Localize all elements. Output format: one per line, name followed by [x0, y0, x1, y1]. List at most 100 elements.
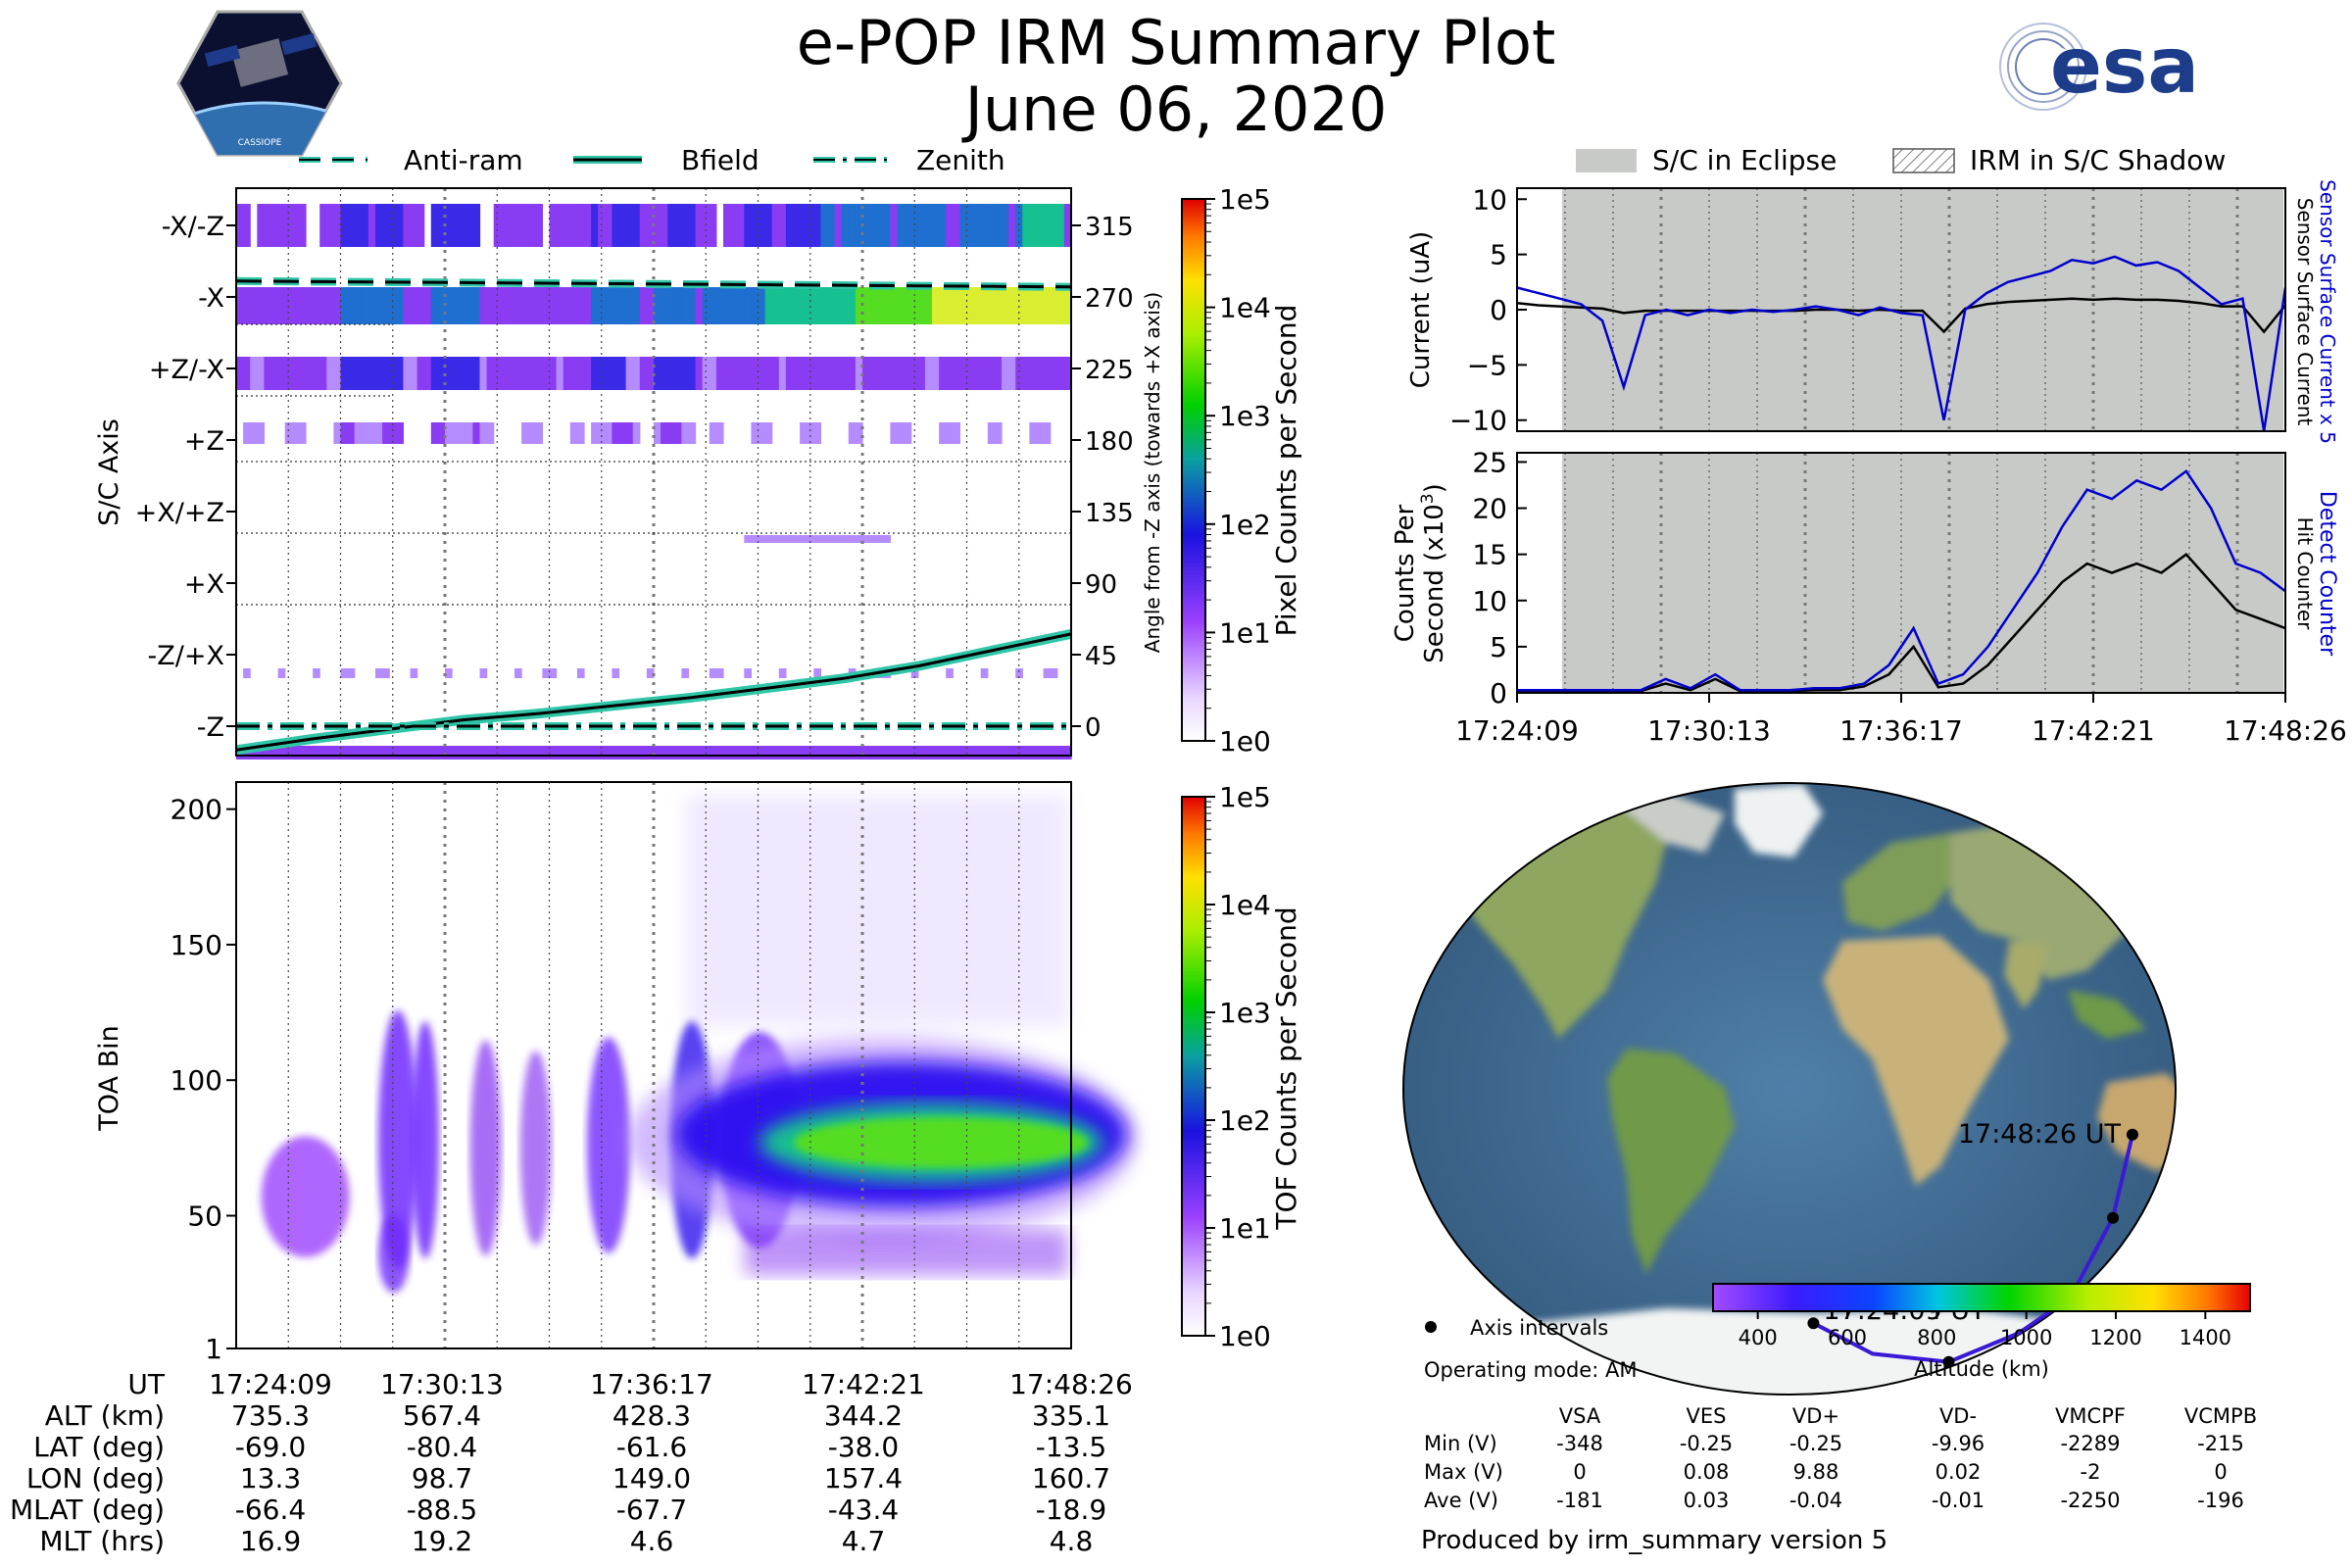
sc-heat-cell — [368, 357, 376, 390]
sc-heat-cell — [563, 746, 571, 760]
sc-heat-cell — [514, 746, 522, 760]
sc-heat-cell — [932, 287, 940, 324]
sc-heat-cell — [591, 287, 599, 324]
sc-heat-cell — [695, 204, 704, 247]
sc-heat-cell — [493, 357, 502, 390]
toa-tick-label: 1 — [205, 1333, 222, 1365]
sc-heat-cell — [264, 746, 272, 760]
sc-heat-cell — [528, 746, 536, 760]
sc-heat-cell — [257, 357, 265, 390]
sc-heat-cell — [778, 535, 787, 543]
sc-heat-cell — [897, 357, 906, 390]
counts-tick-label: 5 — [1490, 631, 1507, 663]
counts-ylabel-1: Counts Per — [1391, 504, 1420, 642]
sc-heat-cell — [1015, 668, 1023, 678]
sc-heat-cell — [569, 204, 578, 247]
sc-heat-cell — [820, 357, 829, 390]
current-tick-label: 0 — [1490, 294, 1507, 326]
sc-heat-cell — [959, 746, 968, 760]
sc-heat-cell — [569, 357, 578, 390]
sc-heat-cell — [1029, 422, 1038, 444]
current-series — [1516, 255, 2287, 432]
sc-heat-cell — [709, 357, 717, 390]
sc-heat-cell — [313, 668, 320, 678]
sc-heat-cell — [897, 287, 906, 324]
counts-tick-label: 15 — [1472, 539, 1507, 571]
sc-heat-cell — [410, 204, 418, 247]
sc-heat-cell — [715, 357, 724, 390]
sc-heat-cell — [820, 287, 829, 324]
voltage-cell: -2289 — [2060, 1432, 2120, 1455]
operating-mode: Operating mode: AM — [1424, 1358, 1637, 1382]
sc-heat-cell — [890, 204, 899, 247]
sc-heat-cell — [437, 204, 446, 247]
legend-bfield: Bfield — [681, 144, 760, 176]
sc-heat-cell — [910, 668, 919, 678]
sc-heat-cell — [284, 357, 293, 390]
sc-heat-cell — [1063, 357, 1072, 390]
sc-heat-cell — [939, 357, 947, 390]
sc-heat-cell — [764, 746, 773, 760]
esa-logo: esa — [1999, 23, 2199, 111]
sc-heat-cell — [326, 204, 334, 247]
sc-heat-cell — [459, 204, 466, 247]
counts-ylabel-2: Second (x103) — [1418, 483, 1449, 663]
sc-heat-cell — [403, 746, 412, 760]
toa-ylabel: TOA Bin — [94, 1025, 124, 1131]
sc-heat-cell — [751, 204, 760, 247]
sc-heat-cell — [347, 357, 356, 390]
sc-heat-cell — [354, 422, 363, 444]
sc-heat-cell — [625, 357, 634, 390]
sc-axis-ticks: 315 -X/-Z 270 -X 225 +Z/-X 180 +Z 135 +X/+Z 90 +X 45… — [135, 212, 1134, 743]
sc-heat-cell — [987, 357, 996, 390]
sc-heat-cell — [625, 287, 634, 324]
sc-heat-cell — [459, 357, 466, 390]
ut-cell: 735.3 — [231, 1399, 310, 1432]
sc-heat-cell — [890, 746, 899, 760]
counts-time-gridlines — [1564, 453, 2239, 693]
current-tick-label: 5 — [1490, 239, 1507, 271]
sc-heat-cell — [382, 422, 390, 444]
sc-left-tick-label: +Z/-X — [149, 355, 224, 385]
sc-heat-cell — [855, 422, 863, 444]
sc-heat-cell — [347, 422, 356, 444]
sc-heat-cell — [298, 746, 307, 760]
sc-heat-cell — [542, 357, 551, 390]
anti-ram-line — [235, 279, 1072, 289]
sc-heat-cell — [472, 746, 481, 760]
current-tick-label: −10 — [1449, 405, 1507, 437]
sc-right-tick-label: 315 — [1085, 213, 1134, 242]
sc-heat-cell — [549, 204, 558, 247]
sc-heat-cell — [430, 204, 439, 247]
sc-heat-cell — [1050, 204, 1058, 247]
sc-heat-cell — [695, 746, 704, 760]
sc-heat-cell — [556, 287, 564, 324]
sc-heat-cell — [236, 287, 244, 324]
sc-heat-cell — [883, 535, 891, 543]
sc-heat-cell — [354, 204, 363, 247]
sc-heat-cell — [1036, 422, 1045, 444]
ut-cell: 4.8 — [1050, 1525, 1094, 1557]
sc-heat-cell — [987, 287, 996, 324]
sc-heat-cell — [904, 357, 912, 390]
sc-right-tick-label: 90 — [1085, 570, 1117, 600]
sc-heat-cell — [681, 287, 690, 324]
sc-heat-cell — [1015, 357, 1023, 390]
counts-x-tick-label: 17:42:21 — [2032, 714, 2155, 747]
ut-row-label: LON (deg) — [26, 1462, 165, 1494]
sc-heat-cell — [277, 287, 286, 324]
sc-heat-cell — [1022, 287, 1030, 324]
sc-heat-cell — [758, 357, 766, 390]
legend-shadow: IRM in S/C Shadow — [1970, 144, 2226, 176]
sc-heat-cell — [264, 287, 272, 324]
sc-heat-cell — [980, 357, 989, 390]
toa-heat-burst — [411, 1020, 439, 1259]
toa-heat-burst — [261, 1136, 350, 1257]
sc-heat-cell — [1022, 204, 1030, 247]
sc-heat-cell — [876, 746, 884, 760]
current-panel: 10 5 0 −5 −10 Current (uA) Sensor Surface Cu… — [1406, 179, 2339, 444]
sc-heat-cell — [396, 746, 404, 760]
sc-heat-cell — [639, 357, 648, 390]
sc-heat-cell — [459, 422, 466, 444]
sc-heat-cell — [709, 746, 717, 760]
